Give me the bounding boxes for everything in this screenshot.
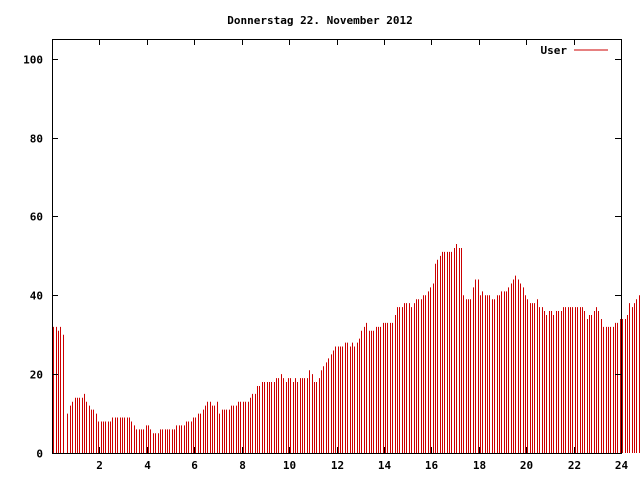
x-tick-label: 16 — [425, 459, 439, 472]
y-tick-label: 100 — [23, 54, 43, 67]
y-tick-label: 80 — [30, 133, 43, 146]
x-tick-label: 14 — [378, 459, 392, 472]
x-tick-label: 18 — [473, 459, 486, 472]
legend-label-user: User — [541, 44, 568, 57]
y-tick-label: 40 — [30, 290, 43, 303]
x-tick-label: 8 — [239, 459, 246, 472]
x-tick-label: 20 — [520, 459, 533, 472]
x-tick-label: 6 — [191, 459, 198, 472]
y-tick-label: 60 — [30, 211, 43, 224]
x-tick-label: 12 — [331, 459, 344, 472]
legend: User — [541, 44, 608, 57]
x-tick-label: 10 — [283, 459, 296, 472]
x-tick-label: 24 — [615, 459, 629, 472]
bar-series-user — [53, 244, 640, 453]
x-tick-label: 22 — [568, 459, 581, 472]
chart-title: Donnerstag 22. November 2012 — [227, 14, 412, 27]
x-tick-label: 4 — [144, 459, 151, 472]
y-tick-label: 0 — [36, 448, 43, 461]
plot-frame — [52, 39, 622, 454]
x-tick-label: 2 — [96, 459, 103, 472]
y-tick-label: 20 — [30, 369, 43, 382]
